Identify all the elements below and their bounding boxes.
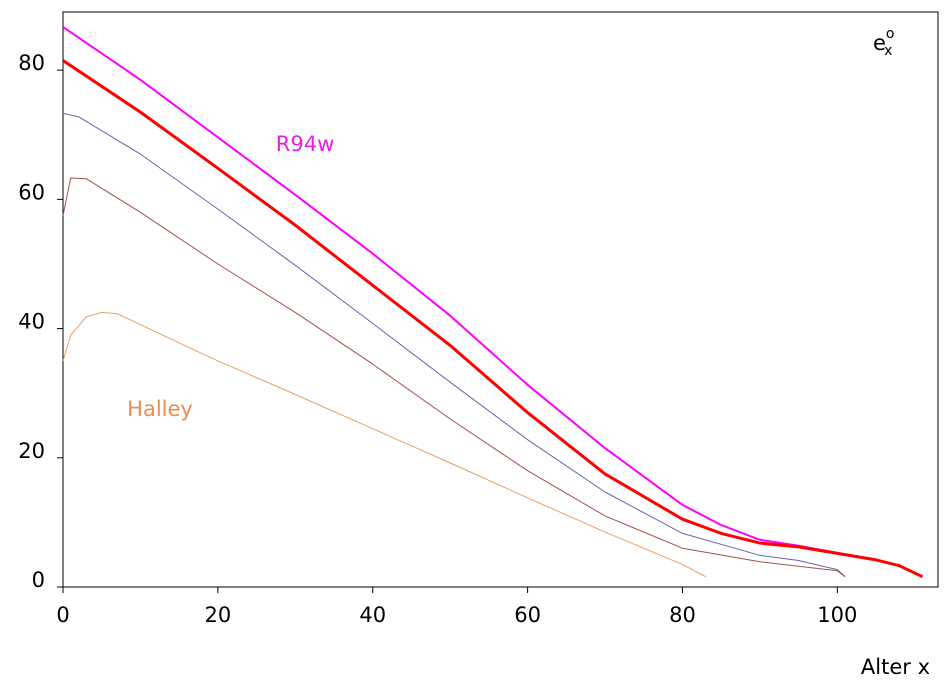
series-line: [62, 26, 923, 578]
series-line: [62, 59, 924, 579]
y-axis-label: eo x: [873, 26, 894, 59]
x-axis-label: Alter x: [861, 655, 930, 679]
x-tick-label: 40: [359, 603, 386, 627]
y-label-sub: x: [884, 43, 892, 59]
x-tick-label: 0: [56, 603, 69, 627]
x-tick-label: 20: [205, 603, 232, 627]
series-line: [62, 112, 846, 578]
y-label-base: e: [873, 31, 886, 55]
series-line: [62, 177, 846, 578]
y-label-sup: o: [886, 26, 894, 42]
plot-frame: [62, 11, 939, 588]
series-line: [62, 311, 706, 578]
y-tick-label: 0: [32, 568, 45, 592]
annotation: Halley: [127, 397, 193, 421]
x-tick-label: 100: [817, 603, 857, 627]
x-tick-label: 60: [514, 603, 541, 627]
y-tick-label: 80: [18, 51, 45, 75]
annotation: R94w: [276, 132, 335, 156]
y-tick-label: 40: [18, 310, 45, 334]
y-tick-label: 20: [18, 439, 45, 463]
x-tick-label: 80: [669, 603, 696, 627]
y-tick-label: 60: [18, 180, 45, 204]
